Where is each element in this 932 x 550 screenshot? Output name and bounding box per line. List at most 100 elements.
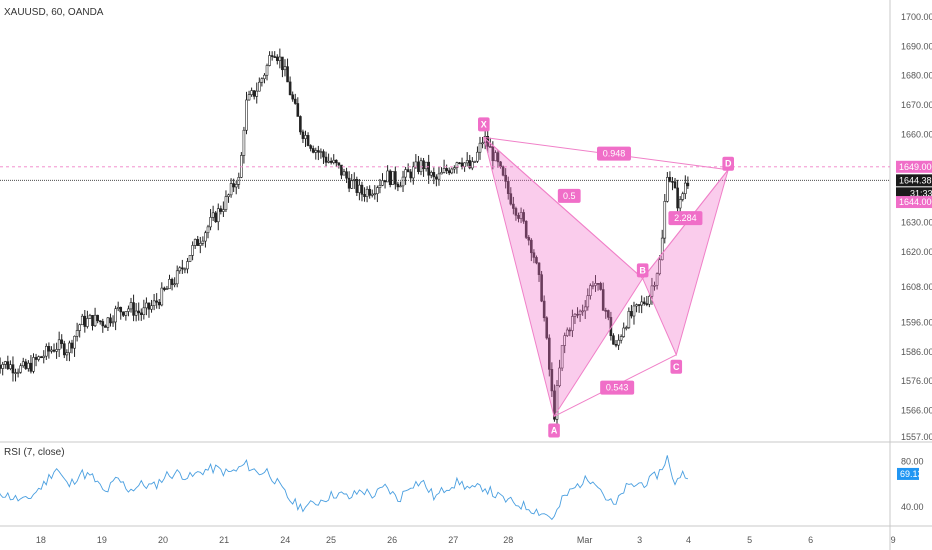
- ratio-ac[interactable]: 0.543: [600, 380, 635, 395]
- candle: [19, 363, 22, 374]
- candle-body: [545, 317, 549, 339]
- candle-body: [465, 160, 469, 164]
- candle-body: [542, 300, 546, 319]
- candle-body: [365, 188, 369, 197]
- candle-body: [624, 327, 628, 329]
- candle-body: [468, 160, 472, 169]
- ratio-bd[interactable]: 2.284: [668, 211, 703, 226]
- candle-body: [576, 313, 579, 316]
- candle: [114, 305, 117, 331]
- candle: [455, 161, 459, 174]
- harmonic-pattern[interactable]: X A B C D 0.5 0.543 2.284 0.948: [478, 117, 734, 438]
- candle: [404, 166, 407, 185]
- candle-body: [553, 390, 556, 420]
- candle-body: [614, 344, 618, 346]
- candle-body: [358, 184, 361, 193]
- time-tick-label: 28: [503, 535, 513, 545]
- candle-body: [532, 252, 536, 258]
- time-axis[interactable]: 18 19 20 21 24 25 26 27 28 Mar 3 4 5 6 9: [36, 535, 896, 545]
- pattern-point-a[interactable]: A: [548, 423, 560, 438]
- candle-body: [332, 159, 336, 163]
- candle-body: [237, 177, 241, 185]
- candle-body: [476, 151, 479, 162]
- time-tick-label: 9: [891, 535, 896, 545]
- candle-body: [581, 310, 584, 313]
- candle: [624, 325, 628, 331]
- candle-body: [78, 324, 81, 331]
- candle: [686, 176, 690, 189]
- candle-body: [473, 160, 477, 163]
- candle: [206, 224, 210, 239]
- ratio-xb-text: 0.5: [563, 191, 576, 201]
- candle-body: [540, 274, 543, 302]
- candle-body: [381, 180, 384, 186]
- candle: [417, 155, 420, 175]
- pattern-point-c[interactable]: C: [670, 359, 683, 374]
- candle: [145, 297, 148, 316]
- candle: [673, 177, 677, 189]
- pattern-point-b[interactable]: B: [636, 263, 649, 278]
- ratio-xb[interactable]: 0.5: [557, 188, 581, 203]
- candle: [437, 166, 441, 186]
- candle: [170, 277, 174, 291]
- symbol-title: XAUUSD, 60, OANDA: [4, 7, 104, 18]
- candle: [75, 322, 79, 342]
- candle: [6, 355, 10, 371]
- candle: [645, 295, 649, 307]
- candle-body: [571, 316, 574, 331]
- candle-body: [419, 160, 423, 173]
- candle: [183, 267, 187, 274]
- candle: [129, 297, 133, 313]
- candle: [504, 168, 507, 189]
- candle: [93, 307, 97, 328]
- candle-body: [678, 199, 682, 209]
- candle-body: [409, 171, 413, 179]
- ratio-xd[interactable]: 0.948: [597, 146, 631, 161]
- candle: [260, 77, 264, 87]
- candle-body: [327, 160, 330, 163]
- candle-body: [68, 342, 71, 354]
- candle-body: [132, 302, 135, 316]
- candle: [168, 274, 171, 290]
- pattern-point-d[interactable]: D: [722, 156, 734, 171]
- rsi-pane[interactable]: [0, 444, 890, 526]
- ratio-bd-text: 2.284: [674, 213, 697, 223]
- candle-body: [88, 315, 92, 319]
- pattern-point-x[interactable]: X: [478, 117, 490, 132]
- candle-body: [458, 162, 461, 164]
- price-tick-label: 1690.000: [901, 41, 932, 51]
- candle-body: [52, 349, 56, 352]
- candle: [653, 281, 656, 291]
- candle: [222, 201, 225, 218]
- candle: [252, 90, 256, 100]
- candle: [394, 166, 397, 190]
- price-tick-label: 1670.000: [901, 100, 932, 110]
- candle: [160, 282, 164, 307]
- candle-body: [119, 306, 123, 313]
- candle-body: [27, 362, 30, 369]
- candle: [281, 56, 284, 78]
- candle-body: [594, 283, 597, 286]
- candle-body: [152, 300, 156, 306]
- price-tick-label: 1566.000: [901, 406, 932, 416]
- pattern-point-b-bg: [636, 263, 649, 278]
- price-pane[interactable]: [0, 0, 890, 440]
- price-axis[interactable]: 1700.000 1690.000 1680.000 1670.000 1660.000…: [896, 12, 932, 442]
- candle-body: [283, 66, 287, 71]
- candle-body: [317, 150, 320, 153]
- candle: [542, 295, 546, 322]
- candle-body: [250, 90, 253, 95]
- candle: [306, 132, 310, 147]
- candle-body: [437, 173, 441, 180]
- candle: [124, 311, 128, 321]
- candle-body: [676, 187, 679, 209]
- candle: [150, 299, 153, 313]
- candle-body: [255, 90, 259, 97]
- candle-body: [684, 182, 687, 195]
- candle-body: [496, 152, 500, 163]
- candle: [16, 368, 20, 378]
- candle-body: [512, 203, 515, 209]
- candle: [98, 320, 102, 325]
- price-tick-label: 1608.000: [901, 282, 932, 292]
